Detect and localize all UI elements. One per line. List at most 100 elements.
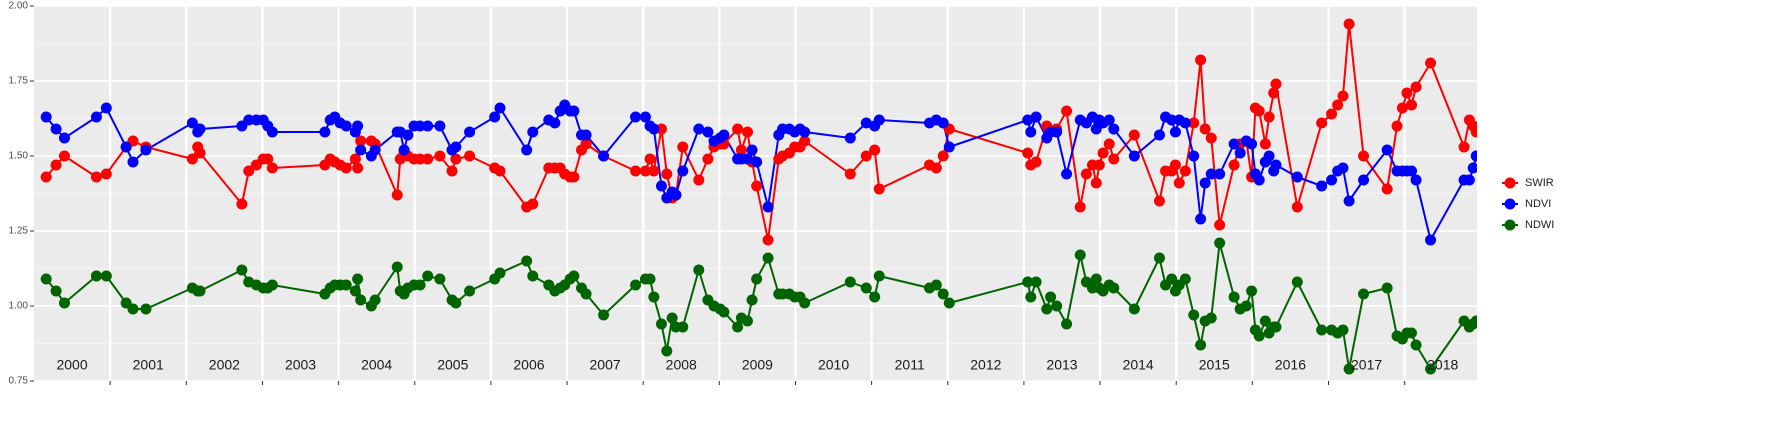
data-point [464,285,476,297]
data-point [1214,219,1226,231]
data-point [1022,276,1034,288]
data-point [742,126,754,138]
data-point [1041,303,1053,315]
data-point [1406,165,1418,177]
data-point [1214,237,1226,249]
data-point [732,321,744,333]
data-point [1332,99,1344,111]
data-point [644,273,656,285]
data-point [873,270,885,282]
data-point [422,153,434,165]
data-point [655,318,667,330]
data-point [844,168,856,180]
data-point [1425,234,1437,246]
data-point [1074,201,1086,213]
data-point [1470,150,1477,162]
data-point [702,153,714,165]
data-point [1246,285,1258,297]
data-point [746,294,758,306]
data-point [1358,174,1370,186]
data-point [1410,174,1422,186]
data-point [1358,288,1370,300]
data-point [1179,273,1191,285]
data-point [860,282,872,294]
data-point [1228,138,1240,150]
data-point [349,285,361,297]
x-tick-label: 2006 [513,357,544,373]
data-point [1061,318,1073,330]
data-point [352,162,364,174]
data-point [799,135,811,147]
x-tick-label: 2011 [895,357,925,373]
data-point [1467,162,1477,174]
data-point [1195,339,1207,351]
y-tick-label: 1.25 [9,226,29,237]
data-point [422,270,434,282]
data-point [1240,300,1252,312]
data-point [369,144,381,156]
data-point [1173,177,1185,189]
data-point [414,153,426,165]
data-point [355,294,367,306]
data-point [1103,114,1115,126]
data-point [860,150,872,162]
x-tick-label: 2004 [361,357,392,373]
data-point [1263,111,1275,123]
data-point [1410,81,1422,93]
x-tick-label: 2015 [1199,357,1230,373]
data-point [1381,282,1393,294]
data-point [598,150,610,162]
data-point [1228,291,1240,303]
data-point [434,120,446,132]
data-point [1045,291,1057,303]
data-point [1270,321,1282,333]
data-point [402,129,414,141]
x-tick-label: 2013 [1046,357,1077,373]
data-point [873,183,885,195]
data-point [434,273,446,285]
data-point [930,162,942,174]
data-point [1153,252,1165,264]
data-point [140,303,152,315]
data-point [1263,150,1275,162]
data-point [1463,174,1475,186]
data-point [58,132,70,144]
data-point [1391,120,1403,132]
data-point [1179,117,1191,129]
data-point [1458,141,1470,153]
data-point [1195,213,1207,225]
data-point [1025,126,1037,138]
data-point [494,165,506,177]
data-point [943,297,955,309]
data-point [844,132,856,144]
data-point [1337,90,1349,102]
x-tick-label: 2005 [437,357,468,373]
data-point [422,120,434,132]
data-point [1381,144,1393,156]
data-point [580,288,592,300]
data-point [580,129,592,141]
data-point [521,144,533,156]
data-point [648,291,660,303]
data-point [1090,273,1102,285]
legend-label: SWIR [1525,177,1554,189]
x-tick-label: 2009 [742,357,773,373]
data-point [860,117,872,129]
data-point [1169,126,1181,138]
data-point [930,279,942,291]
data-point [340,279,352,291]
data-point [1268,87,1280,99]
legend: SWIR NDVI NDWI [1502,177,1554,231]
data-point [1337,324,1349,336]
data-point [677,165,689,177]
data-point [666,312,678,324]
data-point [1128,150,1140,162]
x-tick-label: 2007 [590,357,621,373]
data-point [450,141,462,153]
data-point [655,123,667,135]
data-point [869,291,881,303]
data-point [598,309,610,321]
data-point [391,261,403,273]
x-tick-label: 2014 [1123,357,1154,373]
data-point [186,153,198,165]
